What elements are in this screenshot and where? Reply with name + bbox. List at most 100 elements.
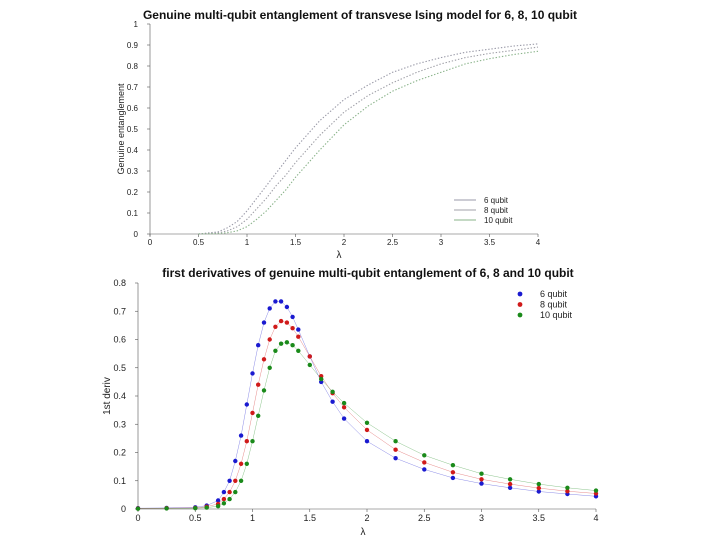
data-point	[135, 506, 141, 511]
x-tick-label: 3.5	[532, 513, 545, 523]
data-point	[479, 481, 484, 486]
x-tick-label: 2.5	[418, 513, 431, 523]
data-point	[450, 470, 456, 475]
data-point	[267, 365, 272, 370]
data-point	[250, 410, 255, 416]
y-tick-label: 0	[121, 504, 126, 514]
data-point	[193, 506, 198, 511]
legend-label: 6 qubit	[484, 196, 509, 205]
data-point	[244, 439, 249, 444]
y-tick-label: 0.1	[127, 209, 139, 218]
data-point	[284, 320, 290, 325]
x-tick-label: 3	[439, 238, 444, 247]
data-point	[227, 489, 232, 495]
data-point	[341, 400, 347, 406]
data-point	[307, 354, 312, 359]
y-tick-label: 0.6	[113, 335, 126, 345]
y-axis-label: Genuine entanglement	[116, 83, 126, 175]
data-point	[244, 402, 249, 407]
x-tick-label: 3	[479, 513, 484, 523]
legend-label: 6 qubit	[540, 289, 568, 299]
data-point	[215, 504, 221, 509]
data-point	[164, 506, 169, 511]
y-tick-label: 0.5	[127, 125, 139, 134]
data-point	[256, 343, 261, 348]
data-point	[227, 496, 232, 502]
data-point	[393, 456, 398, 461]
data-point	[319, 376, 324, 382]
data-point	[330, 399, 335, 404]
data-point	[273, 299, 278, 304]
y-tick-label: 0.3	[127, 167, 139, 176]
x-tick-label: 0.5	[193, 238, 205, 247]
data-point	[250, 371, 255, 376]
y-axis-label: 1st deriv	[102, 377, 113, 415]
data-point	[233, 478, 238, 483]
y-tick-label: 0.4	[127, 146, 139, 155]
series-points-10-qubit	[135, 340, 599, 511]
data-point	[536, 485, 541, 491]
legend-marker	[517, 302, 523, 307]
data-point	[393, 447, 398, 452]
chart-entanglement: Genuine multi-qubit entanglement of tran…	[116, 8, 577, 261]
data-point	[507, 485, 513, 490]
data-point	[593, 488, 599, 493]
data-point	[422, 460, 427, 465]
series-line-8-qubit	[137, 320, 597, 509]
data-point	[422, 453, 427, 458]
data-point	[278, 341, 284, 346]
x-tick-label: 2.5	[387, 238, 399, 247]
data-point	[221, 489, 227, 495]
data-point	[341, 416, 347, 421]
y-tick-label: 0.7	[113, 306, 126, 316]
data-point	[261, 320, 267, 325]
legend-label: 8 qubit	[484, 206, 509, 215]
legend-label: 8 qubit	[540, 300, 568, 310]
data-point	[215, 498, 221, 503]
x-axis-label: λ	[337, 250, 342, 261]
data-point	[507, 477, 513, 482]
chart-first-derivative: first derivatives of genuine multi-qubit…	[102, 266, 599, 538]
data-point	[238, 461, 244, 466]
y-tick-label: 0.2	[127, 188, 139, 197]
x-tick-label: 2	[364, 513, 369, 523]
data-point	[221, 496, 227, 502]
data-point	[284, 304, 290, 310]
series-line-10-qubit	[137, 342, 597, 509]
y-tick-label: 0.6	[127, 104, 139, 113]
data-point	[393, 439, 398, 444]
data-point	[278, 299, 284, 304]
data-point	[278, 318, 284, 324]
data-point	[479, 477, 484, 482]
y-tick-label: 0.9	[127, 41, 139, 50]
data-point	[296, 348, 301, 353]
legend-label: 10 qubit	[540, 310, 573, 320]
data-point	[296, 327, 301, 332]
data-point	[330, 389, 335, 394]
x-tick-label: 3.5	[484, 238, 496, 247]
data-point	[244, 461, 249, 466]
data-point	[250, 439, 255, 444]
chart-title: first derivatives of genuine multi-qubit…	[162, 266, 573, 280]
y-tick-label: 0.3	[113, 419, 126, 429]
data-point	[422, 467, 427, 472]
legend-label: 10 qubit	[484, 216, 513, 225]
legend-marker	[517, 312, 523, 318]
data-point	[450, 475, 456, 481]
x-tick-label: 0	[135, 513, 140, 523]
y-tick-label: 0.5	[113, 363, 126, 373]
data-point	[261, 357, 267, 362]
data-point	[238, 433, 244, 438]
x-tick-label: 4	[593, 513, 598, 523]
legend-box	[452, 193, 538, 229]
data-point	[267, 306, 272, 311]
data-point	[256, 413, 261, 418]
data-point	[479, 471, 484, 476]
data-point	[273, 348, 278, 353]
y-tick-label: 0.1	[113, 476, 126, 486]
y-tick-label: 0.8	[113, 278, 126, 288]
data-point	[204, 505, 209, 510]
data-point	[267, 337, 272, 342]
x-tick-label: 0	[148, 238, 153, 247]
